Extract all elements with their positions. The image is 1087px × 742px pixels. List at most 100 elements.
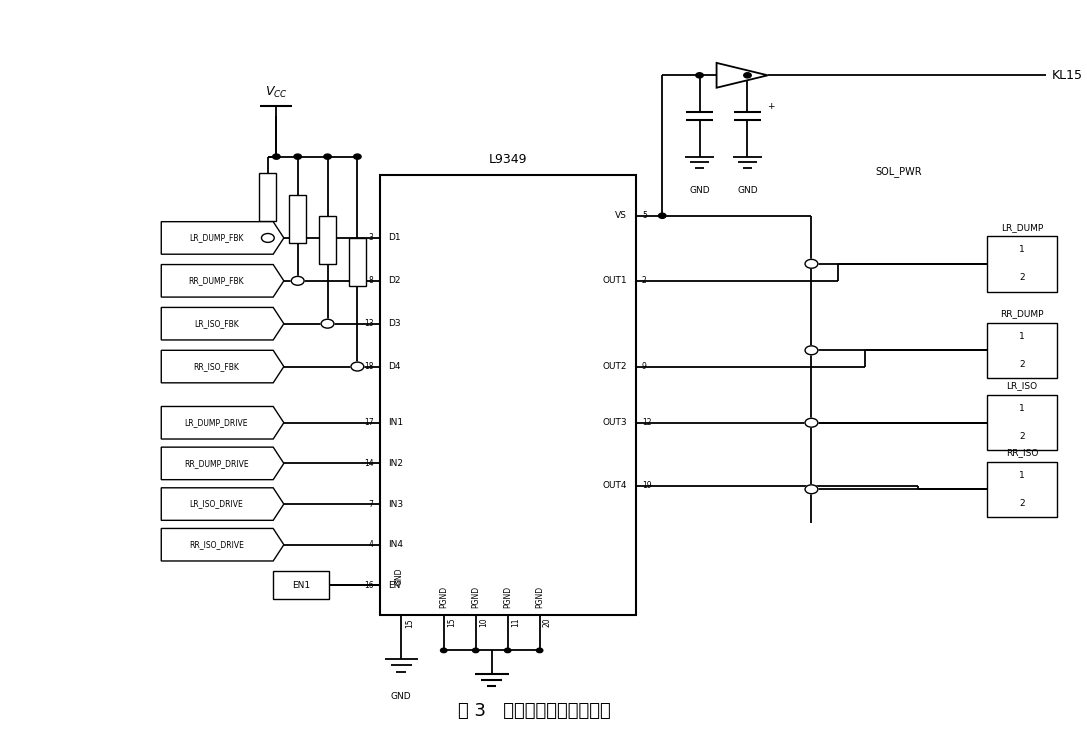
Circle shape xyxy=(744,73,751,78)
Circle shape xyxy=(696,73,703,78)
Text: RR_DUMP_DRIVE: RR_DUMP_DRIVE xyxy=(184,459,249,468)
Polygon shape xyxy=(161,407,284,439)
Text: RR_ISO: RR_ISO xyxy=(1005,448,1038,457)
Circle shape xyxy=(291,276,304,285)
Text: RR_ISO_FBK: RR_ISO_FBK xyxy=(193,362,239,371)
Polygon shape xyxy=(161,447,284,479)
Text: 19: 19 xyxy=(642,481,651,490)
Text: 7: 7 xyxy=(368,499,373,508)
Bar xyxy=(318,216,336,264)
Text: IN1: IN1 xyxy=(388,418,403,427)
Text: GND: GND xyxy=(395,568,403,585)
Text: 15: 15 xyxy=(405,619,414,628)
Text: 16: 16 xyxy=(364,581,373,590)
Text: 13: 13 xyxy=(364,319,373,328)
Text: OUT4: OUT4 xyxy=(602,481,627,490)
Circle shape xyxy=(805,260,817,269)
Polygon shape xyxy=(161,222,284,255)
Circle shape xyxy=(353,154,361,160)
Polygon shape xyxy=(161,350,284,383)
Text: 10: 10 xyxy=(479,617,488,627)
Text: PGND: PGND xyxy=(535,585,545,608)
Text: LR_ISO: LR_ISO xyxy=(1007,381,1037,390)
Text: LR_ISO_FBK: LR_ISO_FBK xyxy=(195,319,239,328)
Circle shape xyxy=(805,485,817,493)
Bar xyxy=(260,174,276,221)
Text: 1: 1 xyxy=(1020,471,1025,480)
Circle shape xyxy=(440,649,447,653)
Text: 4: 4 xyxy=(368,540,373,549)
Text: +: + xyxy=(766,102,774,111)
Text: LR_ISO_DRIVE: LR_ISO_DRIVE xyxy=(189,499,243,508)
Circle shape xyxy=(293,154,301,160)
Text: PGND: PGND xyxy=(471,585,480,608)
Bar xyxy=(987,395,1057,450)
Text: 1: 1 xyxy=(1020,332,1025,341)
Text: D3: D3 xyxy=(388,319,401,328)
Text: 图 3   电磁阀驱动电路原理图: 图 3 电磁阀驱动电路原理图 xyxy=(458,702,611,720)
Text: 11: 11 xyxy=(511,617,520,627)
Text: 1: 1 xyxy=(1020,404,1025,413)
Text: $V_{CC}$: $V_{CC}$ xyxy=(265,85,288,99)
Bar xyxy=(289,194,307,243)
Text: 3: 3 xyxy=(368,234,373,243)
Text: 2: 2 xyxy=(1020,499,1025,508)
Text: LR_DUMP_DRIVE: LR_DUMP_DRIVE xyxy=(185,418,248,427)
Text: 9: 9 xyxy=(642,362,647,371)
Circle shape xyxy=(273,154,280,160)
Circle shape xyxy=(659,213,666,218)
Text: 14: 14 xyxy=(364,459,373,468)
Text: 8: 8 xyxy=(368,276,373,286)
Bar xyxy=(987,236,1057,292)
Polygon shape xyxy=(161,528,284,561)
Text: RR_ISO_DRIVE: RR_ISO_DRIVE xyxy=(189,540,243,549)
Text: SOL_PWR: SOL_PWR xyxy=(875,166,922,177)
Text: LR_DUMP: LR_DUMP xyxy=(1001,223,1044,232)
Circle shape xyxy=(805,418,817,427)
Text: D4: D4 xyxy=(388,362,401,371)
Circle shape xyxy=(473,649,479,653)
Bar xyxy=(349,237,366,286)
Text: D2: D2 xyxy=(388,276,401,286)
Text: 2: 2 xyxy=(1020,360,1025,369)
Text: 12: 12 xyxy=(642,418,651,427)
Text: OUT3: OUT3 xyxy=(602,418,627,427)
Text: 5: 5 xyxy=(642,211,647,220)
Bar xyxy=(987,462,1057,517)
Text: 2: 2 xyxy=(642,276,647,286)
Text: OUT2: OUT2 xyxy=(602,362,627,371)
Text: L9349: L9349 xyxy=(488,154,527,166)
Text: 20: 20 xyxy=(542,617,552,627)
Polygon shape xyxy=(161,487,284,520)
Text: PGND: PGND xyxy=(503,585,512,608)
Text: EN1: EN1 xyxy=(291,581,310,590)
Text: RR_DUMP: RR_DUMP xyxy=(1000,309,1044,318)
Text: IN4: IN4 xyxy=(388,540,403,549)
Text: 1: 1 xyxy=(1020,246,1025,255)
Text: KL15: KL15 xyxy=(1051,69,1083,82)
Bar xyxy=(987,323,1057,378)
Polygon shape xyxy=(716,63,767,88)
Text: GND: GND xyxy=(390,692,411,701)
Circle shape xyxy=(504,649,511,653)
Text: 2: 2 xyxy=(1020,273,1025,282)
Text: 2: 2 xyxy=(1020,432,1025,441)
Text: GND: GND xyxy=(689,186,710,195)
Text: IN3: IN3 xyxy=(388,499,403,508)
Circle shape xyxy=(537,649,542,653)
Text: EN: EN xyxy=(388,581,401,590)
Text: VS: VS xyxy=(615,211,627,220)
Circle shape xyxy=(805,346,817,355)
Bar xyxy=(273,571,328,600)
Text: 15: 15 xyxy=(447,617,455,627)
Text: GND: GND xyxy=(737,186,758,195)
Polygon shape xyxy=(161,307,284,340)
Text: D1: D1 xyxy=(388,234,401,243)
Text: IN2: IN2 xyxy=(388,459,403,468)
Text: 17: 17 xyxy=(364,418,373,427)
Text: OUT1: OUT1 xyxy=(602,276,627,286)
Polygon shape xyxy=(161,265,284,297)
Circle shape xyxy=(351,362,364,371)
Text: PGND: PGND xyxy=(439,585,448,608)
Circle shape xyxy=(262,234,274,243)
